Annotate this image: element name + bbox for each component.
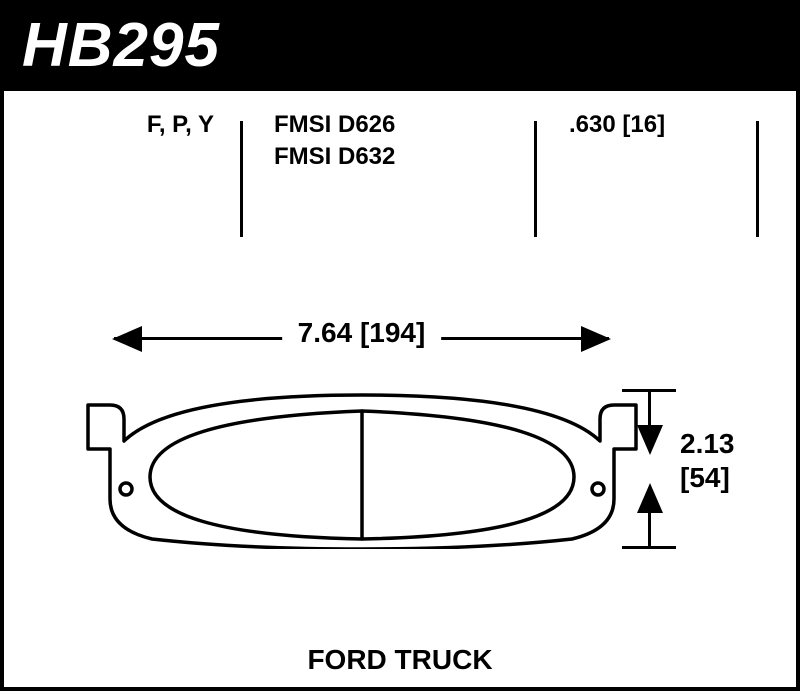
content-area: F, P, Y FMSI D626 FMSI D632 .630 [16] 7.…	[4, 91, 796, 688]
bracket-close: ]	[416, 317, 425, 348]
vehicle-label: FORD TRUCK	[4, 644, 796, 676]
width-label: 7.64 [194]	[282, 317, 442, 349]
bracket-open: [	[360, 317, 369, 348]
diagram-page: HB295 F, P, Y FMSI D626 FMSI D632 .630 […	[0, 0, 800, 691]
width-dimension: 7.64 [194]	[114, 313, 609, 363]
arrow-left-icon	[112, 326, 142, 352]
compounds-cell: F, P, Y	[84, 109, 214, 141]
height-dimension: 2.13 [54]	[622, 389, 762, 549]
height-in: 2.13	[680, 427, 735, 461]
thickness-in: .630	[569, 111, 616, 138]
dim-line	[648, 511, 651, 549]
thickness-cell: .630 [16]	[569, 109, 739, 141]
height-mm: 54	[689, 462, 720, 493]
arrow-right-icon	[581, 326, 611, 352]
dim-line	[648, 389, 651, 427]
height-mm-row: [54]	[680, 461, 735, 495]
fmsi-cell: FMSI D626 FMSI D632	[274, 109, 494, 174]
header-bar: HB295	[4, 4, 796, 91]
part-number-title: HB295	[22, 10, 778, 81]
width-in: 7.64	[298, 317, 353, 348]
fmsi-line: FMSI D632	[274, 141, 494, 173]
spec-row: F, P, Y FMSI D626 FMSI D632 .630 [16]	[4, 109, 796, 239]
spec-divider	[534, 121, 537, 237]
height-label: 2.13 [54]	[680, 427, 735, 494]
spec-divider	[240, 121, 243, 237]
width-mm: 194	[369, 317, 416, 348]
arrow-down-icon	[637, 425, 663, 455]
bracket-open: [	[680, 462, 689, 493]
brake-pad-outline	[82, 389, 642, 549]
thickness-mm: 16	[630, 111, 657, 138]
bracket-close: ]	[720, 462, 729, 493]
fmsi-line: FMSI D626	[274, 109, 494, 141]
bracket-close: ]	[657, 111, 665, 138]
spec-divider	[756, 121, 759, 237]
arrow-up-icon	[637, 483, 663, 513]
